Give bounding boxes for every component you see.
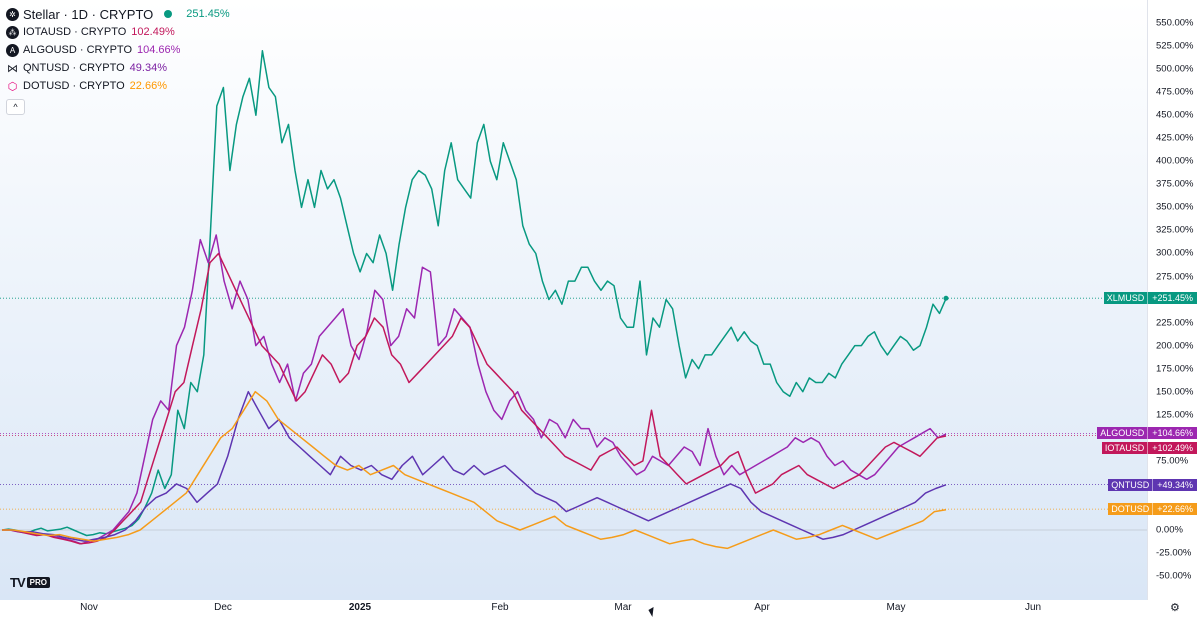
legend-collapse-button[interactable]: ^ — [6, 99, 25, 115]
time-axis-label: Nov — [80, 602, 98, 613]
price-axis-tick: 150.00% — [1156, 386, 1194, 398]
legend-compare-iota[interactable]: ⁂ IOTAUSD · CRYPTO 102.49% — [6, 23, 230, 41]
series-line-iotausd[interactable] — [2, 252, 947, 545]
legend-main-status-dot — [164, 10, 173, 18]
legend-compare-qnt[interactable]: ⋈ QNTUSD · CRYPTO 49.34% — [6, 59, 230, 77]
price-tag-value: +104.66% — [1147, 426, 1197, 439]
price-axis-tick: 175.00% — [1156, 363, 1194, 375]
price-axis-tick: 525.00% — [1156, 40, 1194, 52]
time-axis[interactable]: Nov Dec 2025 Feb Mar Apr May Jun — [0, 600, 1148, 618]
legend-compare-symbol: QNTUSD · CRYPTO — [23, 62, 125, 74]
price-axis-tick: 125.00% — [1156, 409, 1194, 421]
price-tag-qntusd[interactable]: QNTUSD +49.34% — [1108, 478, 1197, 491]
price-axis-tick: 500.00% — [1156, 63, 1194, 75]
price-axis-tick: 350.00% — [1156, 201, 1194, 213]
time-axis-label: May — [886, 602, 906, 613]
price-tag-dotusd[interactable]: DOTUSD +22.66% — [1108, 503, 1197, 516]
settings-gear-icon[interactable]: ⚙ — [1170, 602, 1180, 614]
price-axis-tick: 400.00% — [1156, 155, 1194, 167]
price-tag-symbol: ALGOUSD — [1097, 426, 1148, 439]
price-axis-tick: 275.00% — [1156, 271, 1194, 282]
price-axis-tick: 475.00% — [1156, 86, 1194, 98]
stellar-logo-icon: ✲ — [6, 7, 19, 21]
time-axis-label: Mar — [614, 602, 632, 613]
price-axis-tick: 375.00% — [1156, 178, 1194, 190]
price-tag-algousd[interactable]: ALGOUSD +104.66% — [1097, 426, 1197, 439]
tradingview-logo[interactable]: TV PRO — [10, 575, 50, 590]
price-tag-symbol: IOTAUSD — [1101, 441, 1148, 454]
price-axis-tick: 225.00% — [1156, 317, 1194, 329]
time-axis-label: Apr — [754, 602, 770, 613]
last-point-xlmusd — [943, 295, 949, 301]
price-tag-value: +102.49% — [1147, 441, 1197, 454]
legend-compare-change: 49.34% — [129, 62, 167, 74]
price-tag-xlmusd[interactable]: XLMUSD +251.45% — [1103, 292, 1197, 305]
price-axis-tick: 0.00% — [1156, 524, 1183, 536]
series-line-qntusd[interactable] — [2, 390, 947, 542]
price-axis-tick: -25.00% — [1156, 547, 1192, 559]
price-tag-symbol: DOTUSD — [1108, 503, 1153, 516]
iota-logo-icon: ⁂ — [6, 25, 19, 39]
price-axis-tick: 425.00% — [1156, 132, 1194, 144]
pro-badge: PRO — [26, 577, 50, 588]
legend-compare-change: 102.49% — [131, 26, 175, 38]
series-line-xlmusd[interactable] — [1, 49, 947, 537]
legend-compare-change: 22.66% — [129, 80, 167, 92]
polkadot-logo-icon: ⬡ — [7, 80, 18, 93]
price-axis-tick: -50.00% — [1156, 570, 1192, 582]
price-axis-tick: 325.00% — [1156, 224, 1194, 236]
time-axis-label: Dec — [214, 602, 232, 613]
time-axis-label: Jun — [1024, 602, 1042, 613]
legend: ✲ Stellar · 1D · CRYPTO 251.45% ⁂ IOTAUS… — [6, 5, 230, 115]
legend-main[interactable]: ✲ Stellar · 1D · CRYPTO 251.45% — [6, 5, 230, 23]
quant-logo-icon: ⋈ — [7, 62, 18, 75]
series-line-dotusd[interactable] — [2, 390, 947, 550]
series-line-algousd[interactable] — [2, 234, 947, 545]
price-axis-tick: 450.00% — [1156, 109, 1194, 121]
algorand-logo-icon: A — [6, 43, 19, 57]
price-axis-tick: 550.00% — [1156, 17, 1194, 29]
price-tag-value: +49.34% — [1152, 478, 1197, 491]
legend-compare-change: 104.66% — [137, 44, 181, 56]
time-axis-label: Feb — [491, 602, 509, 613]
price-axis-tick: 200.00% — [1156, 340, 1194, 352]
price-tag-symbol: XLMUSD — [1103, 292, 1148, 305]
time-axis-label: 2025 — [348, 602, 372, 613]
legend-main-symbol: Stellar · 1D · CRYPTO — [23, 6, 154, 22]
legend-compare-symbol: DOTUSD · CRYPTO — [23, 80, 125, 92]
legend-main-change: 251.45% — [186, 8, 230, 20]
price-axis-tick: 300.00% — [1156, 247, 1194, 259]
plot-svg[interactable] — [0, 0, 1148, 600]
price-tag-symbol: QNTUSD — [1108, 478, 1153, 491]
price-tag-iotausd[interactable]: IOTAUSD +102.49% — [1101, 441, 1197, 454]
tv-logo-text: TV — [10, 575, 26, 590]
price-tag-value: +251.45% — [1147, 292, 1197, 305]
legend-compare-symbol: ALGOUSD · CRYPTO — [23, 44, 133, 56]
legend-compare-symbol: IOTAUSD · CRYPTO — [23, 26, 127, 38]
price-tag-value: +22.66% — [1152, 503, 1197, 516]
legend-compare-algo[interactable]: A ALGOUSD · CRYPTO 104.66% — [6, 41, 230, 59]
legend-compare-dot[interactable]: ⬡ DOTUSD · CRYPTO 22.66% — [6, 77, 230, 95]
price-axis-tick: 75.00% — [1156, 455, 1189, 467]
chart-area[interactable] — [0, 0, 1148, 600]
